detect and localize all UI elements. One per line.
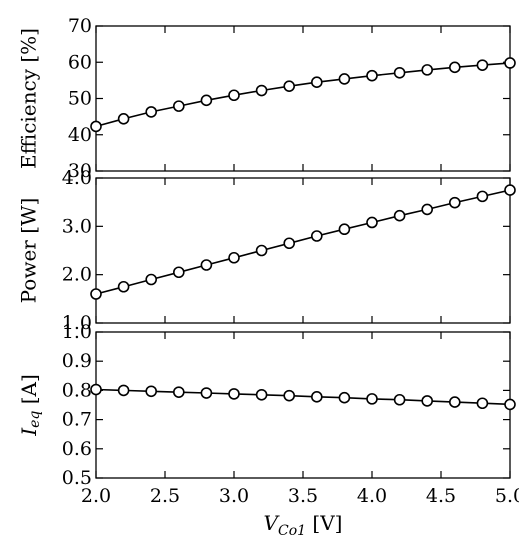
y-tick-label: 2.0 (62, 264, 92, 286)
data-point (255, 244, 268, 257)
x-tick-label: 5.0 (495, 485, 519, 507)
y-axis-label: Ieq [A] (17, 374, 44, 437)
y-tick-label: 1.0 (62, 312, 92, 334)
data-point (393, 209, 406, 222)
data-point (173, 386, 185, 398)
panel-2: 1.0 2.0 3.0 4.0 Power [W] (17, 167, 516, 334)
data-point (421, 395, 434, 407)
data-point (90, 383, 102, 396)
y-tick-label: 0.8 (62, 379, 92, 401)
data-point (283, 389, 296, 402)
data-point (421, 203, 434, 216)
data-point (338, 391, 351, 404)
data-point (421, 64, 434, 76)
x-tick-label: 2.5 (150, 485, 180, 507)
series-line (95, 388, 511, 406)
data-point (117, 280, 130, 293)
data-point (504, 184, 516, 196)
data-point (448, 396, 461, 408)
x-tick-label: 3.5 (288, 485, 318, 507)
data-point (283, 237, 296, 250)
y-tick-label: 3.0 (62, 215, 92, 237)
data-point (476, 59, 489, 71)
data-point (228, 388, 240, 400)
data-point (228, 251, 240, 264)
data-point (366, 216, 378, 229)
panel-3: 0.5 0.6 0.7 0.8 0.9 1.0 Ieq [A] 2.0 2.5 3.0 3.5 4.0… (17, 321, 519, 539)
plot-frame (95, 331, 511, 479)
y-tick-label: 0.9 (62, 350, 92, 372)
y-tick-label: 30 (68, 160, 92, 182)
data-point (145, 273, 157, 286)
x-tick-label: 2.0 (81, 485, 111, 507)
data-point (366, 393, 378, 405)
data-point (310, 391, 323, 403)
plot-frame (95, 25, 511, 172)
data-point (476, 190, 489, 203)
data-point (255, 388, 268, 401)
y-tick-label: 60 (68, 51, 92, 73)
panel-1: 30 40 50 60 70 Efficiency [%] (17, 15, 516, 182)
data-point (145, 385, 157, 398)
x-tick-label: 4.0 (357, 485, 387, 507)
data-point (283, 80, 296, 92)
data-point (504, 57, 516, 69)
data-point (255, 84, 268, 97)
data-point (448, 61, 461, 74)
x-tick-label: 3.0 (219, 485, 249, 507)
data-point (200, 259, 213, 271)
data-point (117, 113, 130, 125)
y-tick-label: 1.0 (62, 321, 92, 343)
y-tick-label: 0.5 (62, 467, 92, 489)
y-axis-label: Power [W] (17, 198, 41, 304)
data-point (393, 393, 406, 406)
y-tick-label: 0.7 (62, 409, 92, 431)
y-tick-label: 40 (68, 124, 92, 146)
data-point (310, 230, 323, 242)
data-point (228, 89, 240, 102)
data-point (173, 100, 185, 112)
y-tick-label: 50 (68, 88, 92, 110)
y-tick-label: 70 (68, 15, 92, 37)
data-point (90, 288, 102, 300)
data-point (310, 76, 323, 88)
y-axis-label: Efficiency [%] (17, 28, 41, 169)
data-point (476, 397, 489, 410)
data-point (448, 196, 461, 209)
data-point (393, 66, 406, 79)
series-line (95, 62, 511, 128)
data-point (338, 223, 351, 236)
y-tick-label: 4.0 (62, 167, 92, 189)
data-point (366, 69, 378, 82)
y-tick-label: 0.6 (62, 438, 92, 460)
data-point (173, 266, 185, 279)
series-line (95, 189, 511, 295)
x-axis-label: VCo1 [V] (264, 511, 343, 539)
data-point (145, 106, 157, 118)
data-point (338, 73, 351, 85)
data-point (117, 384, 130, 397)
data-point (200, 387, 213, 399)
data-point (90, 120, 102, 133)
plot-frame (95, 177, 511, 324)
data-point (504, 398, 516, 411)
x-tick-label: 4.5 (426, 485, 456, 507)
data-point (200, 94, 213, 107)
